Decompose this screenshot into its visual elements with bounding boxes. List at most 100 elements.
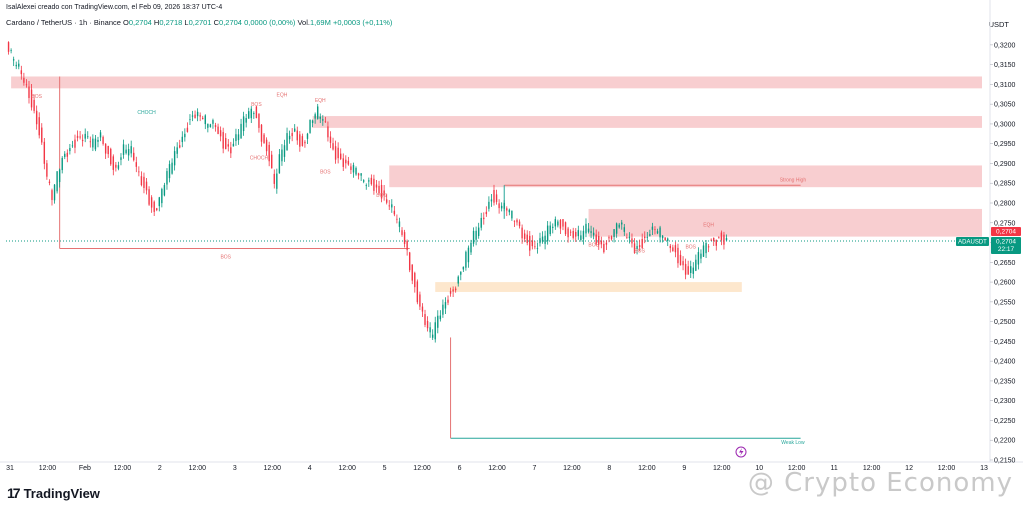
candle-body	[255, 106, 258, 119]
y-tick-label: 0,3000	[994, 121, 1016, 128]
candle-body	[360, 173, 362, 176]
candle-body	[557, 221, 559, 226]
close-value: 0,2704	[219, 18, 242, 27]
candle-body	[99, 132, 102, 138]
candle-body	[674, 245, 677, 253]
candle-body	[600, 240, 603, 245]
candle-body	[472, 230, 475, 244]
candle-body	[536, 247, 539, 249]
candle-body	[18, 63, 20, 67]
candle-body	[636, 246, 638, 250]
candle-body	[153, 201, 155, 212]
candle-body	[166, 171, 168, 185]
y-tick-label: 0,2400	[994, 359, 1016, 366]
candle-body	[447, 299, 449, 303]
candle-body	[33, 99, 35, 111]
candle-body	[20, 70, 23, 75]
x-tick-label: 12:00	[788, 465, 806, 472]
symbol-legend: Cardano / TetherUS · 1h · Binance O0,270…	[6, 18, 392, 27]
candle-body	[618, 224, 620, 228]
candle-body	[288, 135, 291, 140]
candle-body	[434, 322, 436, 340]
candle-body	[564, 222, 567, 235]
candle-body	[342, 158, 344, 167]
change-value: 0,0000 (0,00%)	[244, 18, 296, 27]
candle-body	[332, 143, 334, 150]
x-tick-label: 31	[6, 465, 14, 472]
candle-body	[337, 147, 339, 159]
symbol-tag-text: ADAUSDT	[958, 239, 987, 245]
candle-body	[644, 236, 646, 238]
y-tick-label: 0,2950	[994, 141, 1016, 148]
candle-body	[61, 157, 63, 171]
y-tick-label: 0,2350	[994, 378, 1016, 385]
candle-body	[659, 227, 661, 238]
candle-body	[194, 114, 196, 118]
candle-body	[590, 231, 592, 233]
y-tick-label: 0,3100	[994, 82, 1016, 89]
x-tick-label: 11	[831, 465, 838, 472]
candle-body	[710, 239, 712, 241]
candle-body	[94, 138, 97, 150]
candle-body	[672, 247, 674, 252]
candle-body	[495, 194, 498, 202]
candle-body	[87, 136, 89, 138]
candle-body	[605, 242, 608, 245]
candle-body	[350, 166, 352, 170]
candle-body	[687, 266, 689, 275]
candle-body	[431, 334, 434, 338]
y-tick-label: 0,2250	[994, 418, 1016, 425]
candle-body	[401, 230, 403, 235]
candle-body	[145, 181, 148, 191]
candle-body	[278, 154, 281, 174]
candle-body	[562, 219, 564, 227]
last-price-tag[interactable]	[991, 236, 1021, 254]
candle-body	[613, 229, 615, 238]
candle-body	[682, 261, 684, 266]
y-tick-label: 0,3150	[994, 62, 1016, 69]
candle-body	[214, 125, 217, 128]
candle-body	[631, 238, 633, 244]
currency-label[interactable]: USDT	[988, 20, 1009, 29]
candle-body	[534, 246, 536, 248]
tradingview-brand[interactable]: 17 TradingView	[7, 485, 100, 501]
candle-body	[378, 185, 380, 194]
candle-body	[130, 146, 132, 154]
candle-body	[626, 237, 628, 239]
y-tick-label: 0,2650	[994, 260, 1016, 267]
candle-body	[184, 133, 186, 138]
candle-body	[140, 176, 143, 186]
candle-body	[480, 217, 482, 228]
candle-body	[424, 314, 426, 325]
high-value: 0,2718	[159, 18, 183, 27]
supply-zone-4	[588, 208, 982, 237]
candle-body	[442, 304, 444, 315]
candle-body	[355, 167, 357, 175]
candle-body	[7, 42, 10, 52]
candle-body	[265, 139, 268, 152]
candle-body	[595, 234, 597, 245]
candle-body	[46, 163, 48, 177]
candle-body	[117, 165, 120, 169]
candle-body	[610, 236, 613, 240]
candle-body	[437, 315, 439, 328]
candle-body	[523, 233, 526, 239]
candle-body	[493, 189, 495, 203]
candle-body	[268, 144, 270, 162]
candle-body	[373, 178, 375, 191]
annotation-bos: BOS	[588, 243, 599, 249]
candle-body	[656, 231, 659, 234]
x-tick-label: Feb	[79, 465, 91, 472]
candle-body	[276, 173, 278, 189]
candle-body	[173, 151, 176, 166]
low-value: 0,2701	[188, 18, 212, 27]
candle-body	[559, 219, 562, 229]
candle-body	[71, 145, 74, 147]
candle-body	[654, 229, 656, 231]
candle-body	[697, 252, 700, 265]
candle-body	[541, 236, 544, 242]
candle-body	[554, 219, 557, 227]
candle-body	[391, 204, 393, 208]
candle-body	[133, 152, 135, 161]
